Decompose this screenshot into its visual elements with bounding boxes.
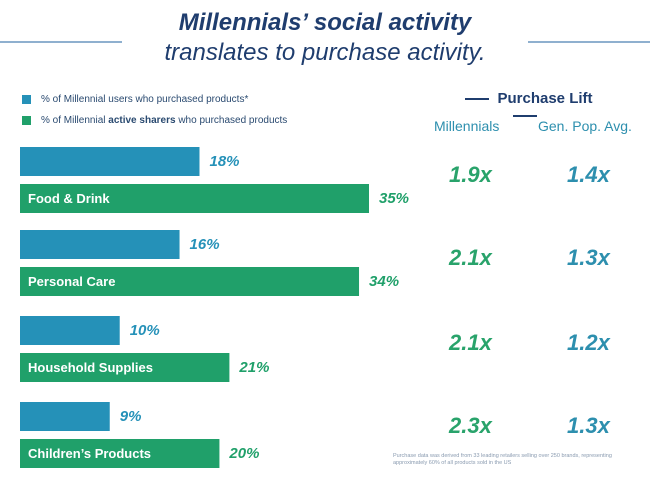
legend-label-sharers-pre: % of Millennial	[41, 115, 109, 126]
category-label-children-s-products: Children’s Products	[28, 446, 151, 461]
chart-subtitle: translates to purchase activity.	[164, 39, 486, 66]
legend-item-sharers: % of Millennial active sharers who purch…	[22, 115, 287, 126]
lift-header-dash-right	[513, 115, 537, 117]
bar-sharers-personal-care	[20, 267, 360, 296]
lift-col-genpop: Gen. Pop. Avg.	[538, 118, 632, 134]
legend-swatch-users	[22, 94, 31, 104]
value-label-users-personal-care: 16%	[190, 236, 220, 253]
value-label-sharers-personal-care: 34%	[369, 273, 399, 290]
value-label-users-food-drink: 18%	[209, 153, 239, 170]
legend-swatch-sharers	[22, 115, 31, 125]
lift-genpop-value: 1.3x	[567, 245, 610, 270]
bar-users-food-drink	[20, 147, 200, 176]
value-label-users-children-s-products: 9%	[120, 408, 142, 425]
bar-sharers-household-supplies	[20, 353, 230, 382]
chart-title: Millennials’ social activity	[178, 9, 472, 36]
value-label-users-household-supplies: 10%	[130, 322, 160, 339]
title-rule-left	[0, 41, 122, 43]
lift-genpop-value: 1.3x	[567, 413, 610, 438]
legend-item-users: % of Millennial users who purchased prod…	[22, 94, 248, 105]
title-rule-right	[528, 41, 650, 43]
lift-millennials-value: 2.3x	[449, 413, 492, 438]
value-label-sharers-food-drink: 35%	[379, 190, 409, 207]
lift-millennials-value: 1.9x	[449, 162, 492, 187]
legend-label-users: % of Millennial users who purchased prod…	[41, 94, 249, 105]
legend-label-sharers-bold: active sharers	[108, 115, 176, 126]
lift-millennials-value: 2.1x	[449, 245, 492, 270]
lift-genpop-value: 1.4x	[567, 162, 610, 187]
category-label-food-drink: Food & Drink	[28, 191, 110, 206]
bar-users-household-supplies	[20, 316, 120, 345]
value-label-sharers-household-supplies: 21%	[238, 359, 269, 376]
category-label-personal-care: Personal Care	[28, 274, 115, 289]
category-label-household-supplies: Household Supplies	[28, 360, 153, 375]
title-block: Millennials’ social activity translates …	[0, 8, 650, 68]
bar-users-personal-care	[20, 230, 180, 259]
legend-label-sharers-post: who purchased products	[175, 115, 288, 126]
lift-col-millennials: Millennials	[434, 118, 500, 134]
bar-sharers-food-drink	[20, 184, 369, 213]
lift-header-dash-left	[465, 98, 490, 100]
lift-header-label: Purchase Lift	[497, 90, 593, 107]
bar-users-children-s-products	[20, 402, 110, 431]
bar-sharers-children-s-products	[20, 439, 220, 468]
lift-genpop-value: 1.2x	[567, 330, 610, 355]
purchase-lift-header: Purchase Lift	[440, 90, 610, 124]
lift-millennials-value: 2.1x	[449, 330, 492, 355]
footnote: Purchase data was derived from 33 leadin…	[393, 453, 612, 466]
value-label-sharers-children-s-products: 20%	[228, 445, 259, 462]
